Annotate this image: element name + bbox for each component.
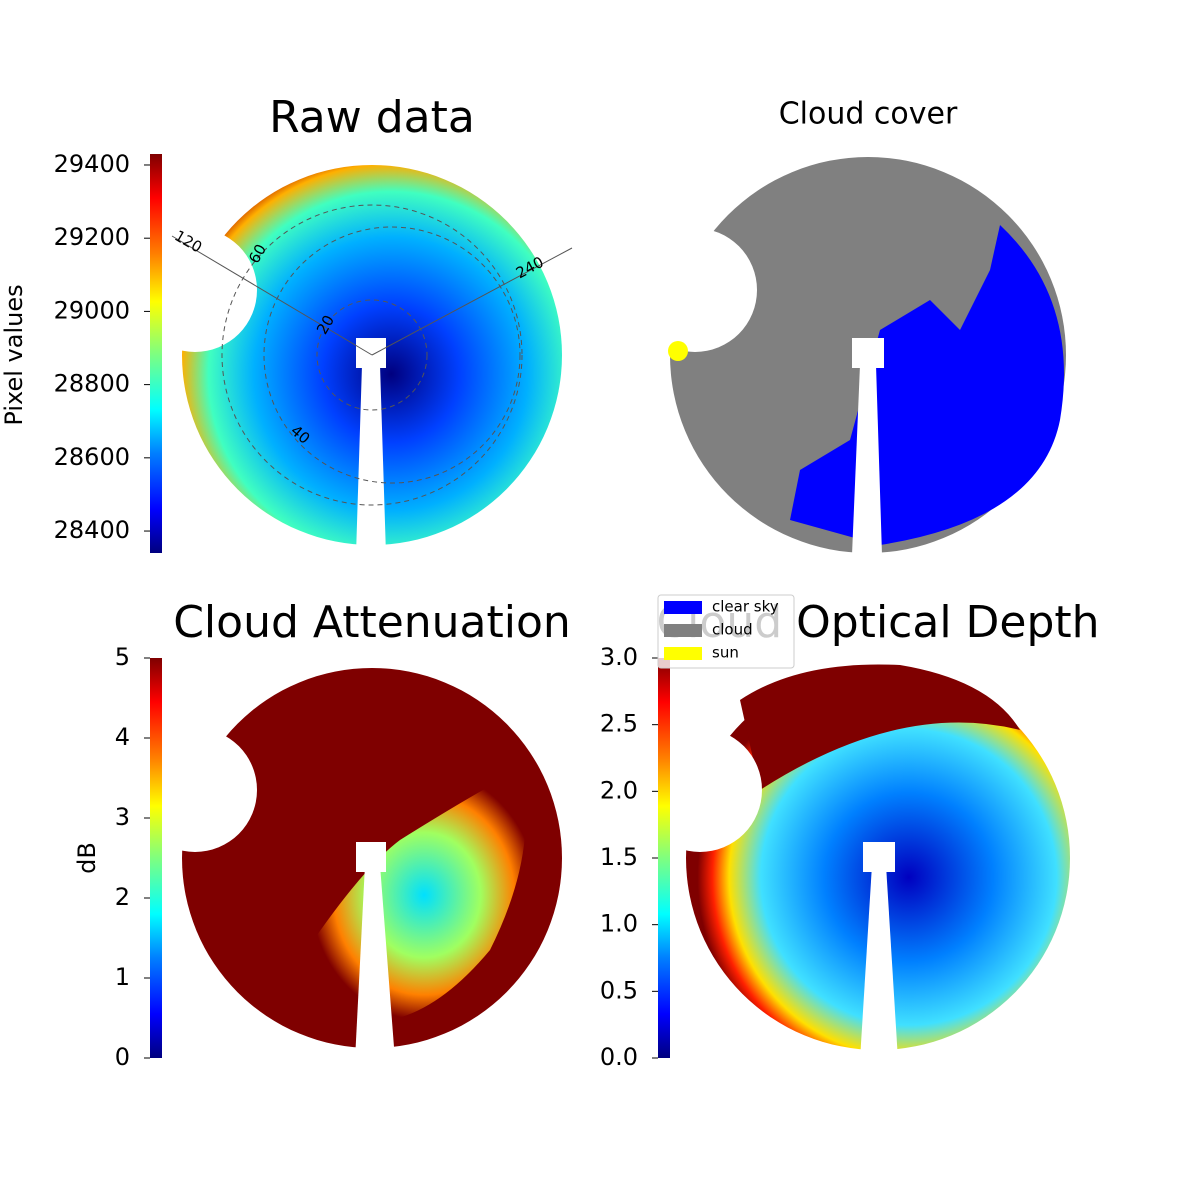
tick-label: 29200	[54, 223, 130, 251]
legend-swatch	[664, 624, 702, 637]
tick-label: 1.5	[600, 843, 638, 871]
panel-title: Raw data	[269, 92, 475, 143]
tick-label: 2.5	[600, 710, 638, 738]
raw-image	[133, 165, 573, 555]
tick-label: 29400	[54, 150, 130, 178]
optical-depth-image	[638, 664, 1070, 1060]
tick-label: 28400	[54, 516, 130, 544]
tick-label: 28800	[54, 370, 130, 398]
tick-label: 3	[115, 803, 130, 831]
legend-swatch	[664, 647, 702, 660]
colorbar-label: Pixel values	[0, 284, 28, 425]
legend-label: cloud	[712, 621, 753, 639]
tick-label: 2	[115, 883, 130, 911]
colorbar	[658, 658, 670, 1058]
tick-label: 4	[115, 723, 130, 751]
tick-label: 1.0	[600, 910, 638, 938]
tick-label: 0.0	[600, 1043, 638, 1071]
tick-label: 0	[115, 1043, 130, 1071]
colorbar	[150, 154, 162, 553]
tick-label: 5	[115, 643, 130, 671]
attenuation-image	[133, 668, 562, 1060]
tick-label: 3.0	[600, 643, 638, 671]
tick-label: 0.5	[600, 976, 638, 1004]
cloud-cover-image	[633, 157, 1066, 555]
panel-title: Cloud Attenuation	[173, 597, 571, 648]
legend-label: sun	[712, 644, 739, 662]
colorbar-label: dB	[73, 842, 101, 874]
tick-label: 28600	[54, 443, 130, 471]
tick-label: 29000	[54, 296, 130, 324]
legend-label: clear sky	[712, 598, 779, 616]
colorbar	[150, 658, 162, 1058]
tick-label: 1	[115, 963, 130, 991]
tick-label: 2.0	[600, 776, 638, 804]
panel-title: Cloud cover	[779, 97, 958, 132]
legend-swatch	[664, 601, 702, 614]
